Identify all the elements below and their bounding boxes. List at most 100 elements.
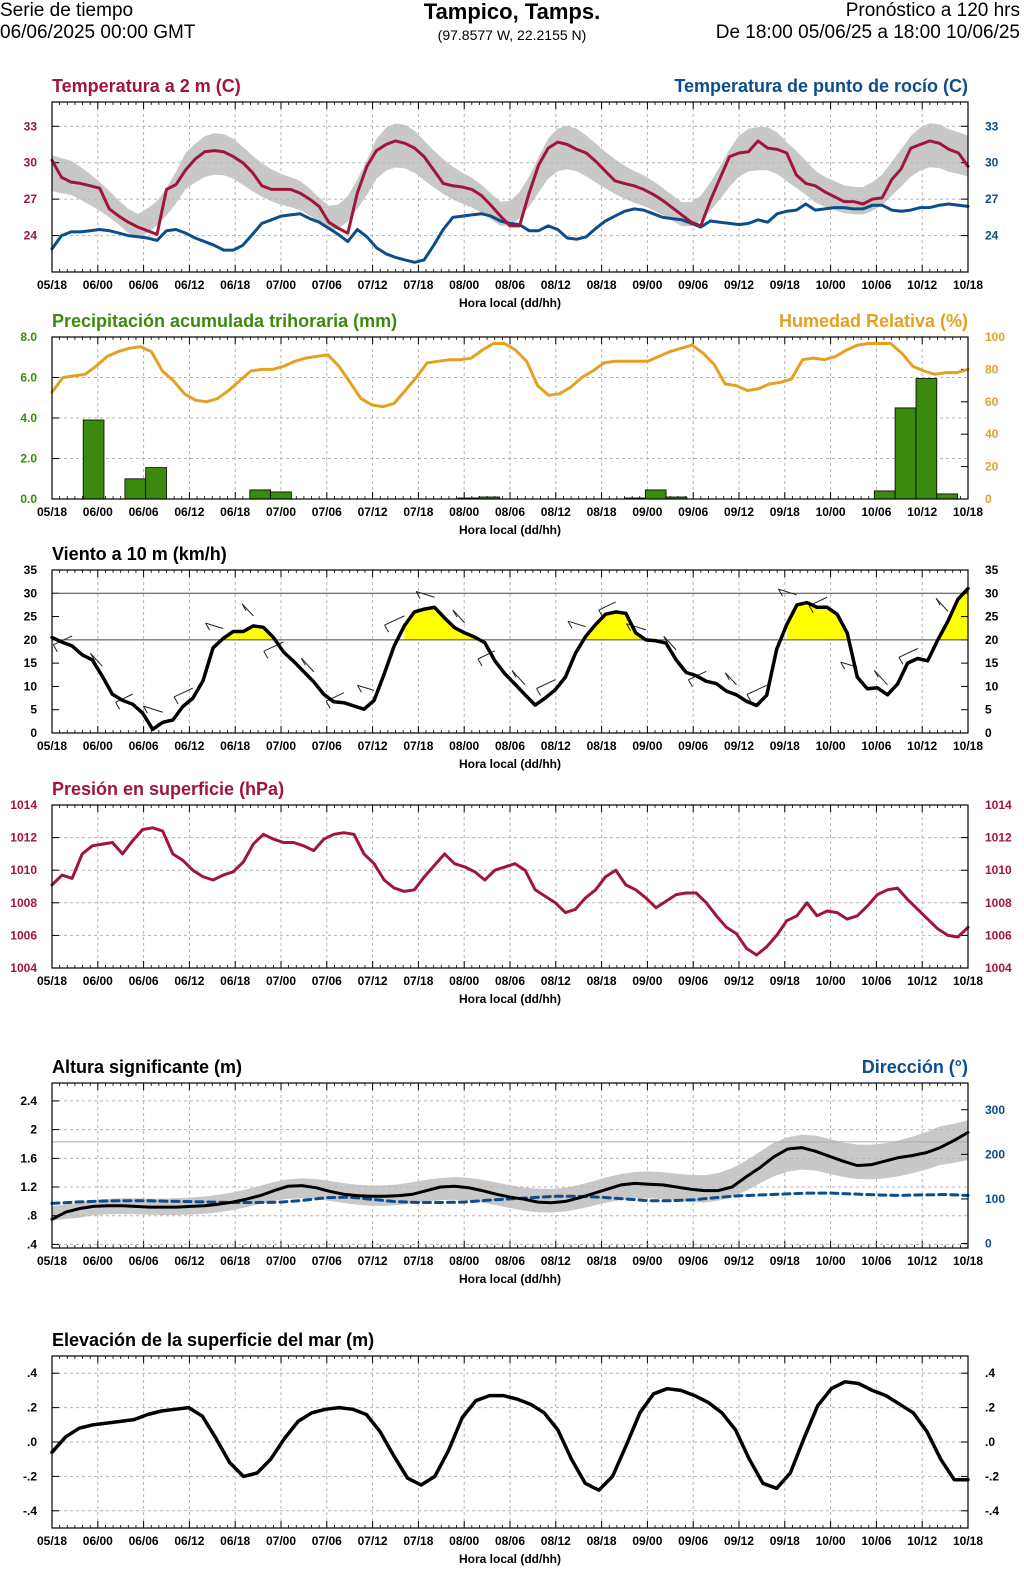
wind-barb-feather	[142, 705, 148, 714]
y-tick-label-right: 1014	[985, 798, 1012, 812]
y-tick-label-right: 24	[985, 229, 999, 243]
x-tick-label: 07/06	[312, 739, 342, 753]
x-tick-label: 05/18	[37, 505, 67, 519]
x-tick-label: 07/12	[358, 278, 388, 292]
wind-barb	[746, 684, 767, 695]
wind-panel: 05/18 06/00 06/06 06/12 06/18 07/00 07/06 07/12…	[24, 544, 999, 771]
precip-bar	[894, 407, 917, 500]
x-tick-label: 08/12	[541, 1254, 571, 1268]
y-tick-label-left: .0	[27, 1435, 37, 1449]
x-tick-label: 08/00	[449, 1534, 479, 1548]
y-tick-label-left: 1008	[10, 896, 37, 910]
pressure-panel: 05/18 06/00 06/06 06/12 06/18 07/00 07/06 07/12…	[10, 779, 1012, 1006]
y-tick-label-right: 33	[985, 119, 999, 133]
wind-barb-feather	[477, 658, 483, 667]
pressure-line	[50, 826, 970, 957]
y-tick-label-left: 8.0	[20, 330, 37, 344]
x-tick-label: 05/18	[37, 739, 67, 753]
y-tick-label-left: 15	[24, 656, 38, 670]
x-tick-label: 10/06	[861, 739, 891, 753]
y-tick-label-left: 0	[30, 726, 37, 740]
y-tick-label-right: .4	[985, 1366, 995, 1380]
x-tick-label: 09/06	[678, 505, 708, 519]
forecast-horizon: Pronóstico a 120 hrs	[845, 0, 1020, 21]
wave-height-spread-band	[52, 1120, 968, 1221]
wind-barb	[384, 615, 405, 626]
y-tick-label-right: 35	[985, 563, 999, 577]
x-tick-label: 09/18	[770, 278, 800, 292]
y-tick-label-right: 20	[985, 633, 999, 647]
precip-bar	[270, 491, 292, 500]
x-tick-label: 07/18	[403, 278, 433, 292]
x-tick-label: 10/12	[907, 505, 937, 519]
x-axis-label: Hora local (dd/hh)	[459, 1272, 561, 1286]
y-tick-label-left: 1004	[10, 961, 37, 975]
x-tick-label: 06/18	[220, 739, 250, 753]
x-tick-label: 09/06	[678, 974, 708, 988]
wind-barb	[241, 603, 254, 617]
x-tick-label: 09/06	[678, 278, 708, 292]
x-tick-label: 09/00	[632, 278, 662, 292]
wind-barb	[115, 693, 133, 703]
wind-barb	[874, 670, 888, 686]
y-tick-label-left: .2	[27, 1401, 37, 1415]
x-tick-label: 10/12	[907, 278, 937, 292]
y-tick-label-left: .8	[27, 1209, 37, 1223]
x-tick-label: 08/18	[587, 278, 617, 292]
x-tick-label: 08/06	[495, 739, 525, 753]
ssh-frame	[51, 1355, 969, 1529]
y-tick-label-left: 6.0	[20, 371, 37, 385]
y-tick-label-left: 27	[24, 192, 38, 206]
wind-barb-feather	[567, 620, 573, 629]
precip-bar	[873, 490, 896, 500]
wind-barb	[567, 620, 586, 628]
wind-barb	[511, 670, 526, 686]
wind-barb-feather	[808, 605, 814, 614]
x-axis-label: Hora local (dd/hh)	[459, 992, 561, 1006]
header-left: Serie de tiempo 06/06/2025 00:00 GMT	[0, 0, 195, 44]
y-tick-label-left: 25	[24, 610, 38, 624]
x-tick-label: 09/00	[632, 1254, 662, 1268]
wind-barb-feather	[357, 685, 362, 693]
x-tick-label: 10/06	[861, 1534, 891, 1548]
x-tick-label: 06/06	[129, 1254, 159, 1268]
x-tick-label: 06/18	[220, 1254, 250, 1268]
y-tick-label-left: 30	[24, 156, 38, 170]
y-tick-label-left: .4	[27, 1366, 37, 1380]
x-tick-label: 10/06	[861, 1254, 891, 1268]
wind-barb-feather	[300, 657, 306, 666]
temperature-line	[50, 139, 970, 236]
y-tick-label-right: 15	[985, 656, 999, 670]
x-tick-label: 07/00	[266, 1534, 296, 1548]
precip-bar	[82, 419, 105, 500]
x-tick-label: 06/18	[220, 505, 250, 519]
x-tick-label: 06/06	[129, 278, 159, 292]
x-tick-label: 06/00	[83, 505, 113, 519]
x-tick-label: 10/12	[907, 1254, 937, 1268]
x-tick-label: 09/06	[678, 1534, 708, 1548]
y-tick-label-left: 2.4	[20, 1094, 37, 1108]
x-tick-label: 08/12	[541, 505, 571, 519]
wind-barb-feather	[415, 591, 421, 599]
x-tick-label: 10/18	[953, 739, 983, 753]
wind-barb	[357, 684, 375, 691]
x-tick-label: 09/00	[632, 505, 662, 519]
x-tick-label: 10/06	[861, 974, 891, 988]
x-tick-label: 08/18	[587, 1254, 617, 1268]
x-tick-label: 06/06	[129, 974, 159, 988]
x-tick-label: 07/12	[358, 739, 388, 753]
wind-above-threshold-fill	[585, 611, 646, 640]
x-tick-label: 10/00	[816, 1254, 846, 1268]
temp-frame	[51, 101, 969, 273]
y-tick-label-right: .0	[985, 1435, 995, 1449]
x-tick-label: 06/12	[174, 739, 204, 753]
x-tick-label: 07/18	[403, 974, 433, 988]
x-tick-label: 09/18	[770, 1534, 800, 1548]
x-tick-label: 07/00	[266, 505, 296, 519]
header-right: Pronóstico a 120 hrs De 18:00 05/06/25 a…	[716, 0, 1020, 44]
dewpoint-line	[50, 202, 970, 264]
x-tick-label: 05/18	[37, 974, 67, 988]
wind-above-threshold-fill	[404, 607, 475, 640]
x-tick-label: 08/00	[449, 974, 479, 988]
wave-height-line	[50, 1131, 970, 1221]
